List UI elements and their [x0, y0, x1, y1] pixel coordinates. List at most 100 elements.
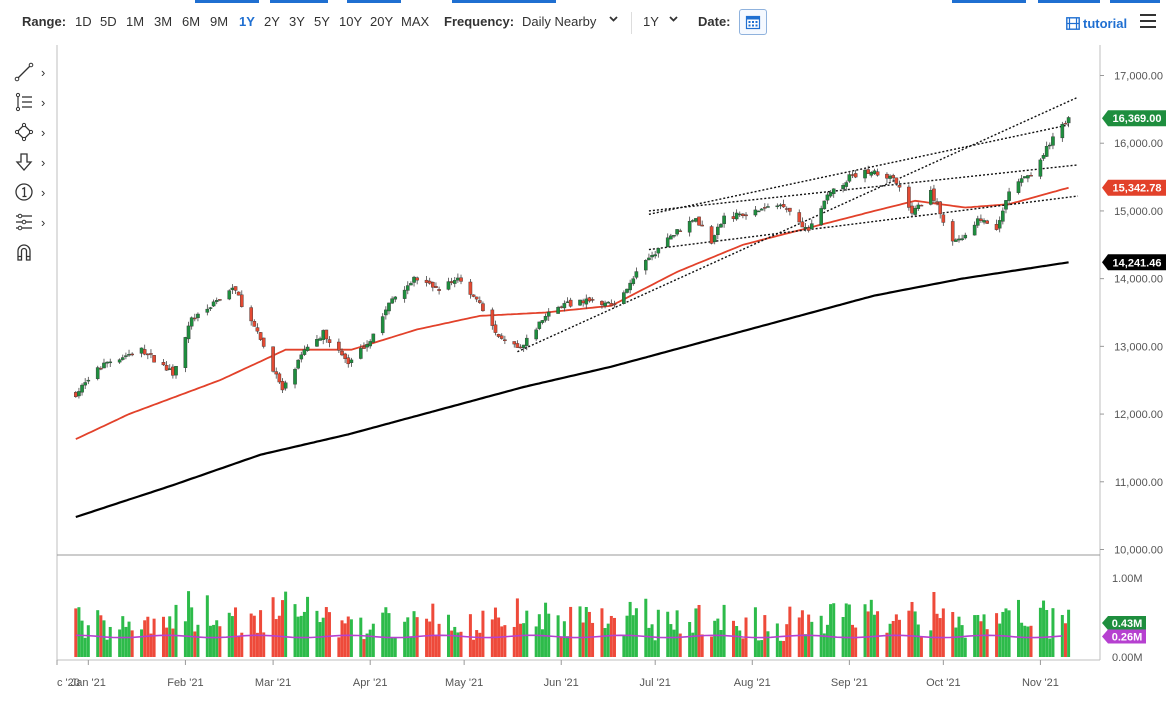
candle-body: [280, 381, 285, 391]
candle-body: [468, 281, 473, 295]
calendar-button[interactable]: [739, 9, 767, 35]
volume-bar: [716, 618, 720, 657]
indicator-tool[interactable]: ›: [14, 210, 54, 234]
candle-body: [540, 320, 545, 323]
candle-body: [512, 341, 517, 345]
volume-bar: [559, 637, 563, 657]
x-tick-label: Feb '21: [167, 677, 203, 689]
volume-bar: [644, 598, 648, 657]
candle-body: [891, 175, 896, 179]
trend-line: [648, 124, 1069, 215]
range-5y-button[interactable]: 5Y: [314, 14, 330, 29]
range-3y-button[interactable]: 3Y: [289, 14, 305, 29]
candle-body: [449, 281, 454, 283]
chevron-down-icon[interactable]: [608, 13, 619, 27]
volume-bar: [735, 626, 739, 657]
fibonacci-tool[interactable]: ›: [14, 90, 54, 114]
range-1m-button[interactable]: 1M: [126, 14, 145, 29]
candle-body: [456, 277, 460, 281]
range-1d-button[interactable]: 1D: [75, 14, 92, 29]
calendar-icon: [745, 15, 761, 30]
candle-body: [249, 307, 253, 322]
volume-bar: [763, 615, 767, 657]
candle-body: [700, 224, 704, 227]
candle-body: [628, 282, 632, 291]
date-label: Date:: [698, 14, 731, 29]
top-accent-strip: [195, 0, 259, 3]
volume-bar: [431, 603, 435, 657]
range-9m-button[interactable]: 9M: [210, 14, 229, 29]
candle-body: [164, 365, 169, 371]
tutorial-link[interactable]: tutorial: [1066, 16, 1127, 31]
candle-body: [108, 361, 113, 364]
period-select[interactable]: 1Y: [643, 14, 659, 29]
volume-bar: [174, 604, 178, 657]
volume-bar: [1020, 622, 1024, 657]
volume-bar: [171, 628, 175, 657]
candle-body: [318, 338, 322, 341]
candle-body: [957, 238, 961, 241]
candle-body: [784, 208, 789, 210]
candle-body: [1004, 200, 1008, 210]
range-1y-button[interactable]: 1Y: [239, 14, 255, 29]
candle-body: [1007, 191, 1011, 201]
volume-bar: [193, 631, 197, 657]
volume-bar: [262, 632, 266, 657]
volume-bar: [578, 606, 582, 657]
candle-body: [146, 353, 150, 356]
volume-label-text: 0.26M: [1112, 631, 1143, 643]
volume-bar: [381, 612, 385, 657]
volume-bar: [628, 601, 632, 657]
candle-body: [910, 205, 914, 214]
range-6m-button[interactable]: 6M: [182, 14, 201, 29]
frequency-select[interactable]: Daily Nearby: [522, 14, 597, 29]
candle-body: [712, 235, 717, 243]
range-10y-button[interactable]: 10Y: [339, 14, 363, 29]
candle-body: [690, 220, 695, 222]
candle-body: [1019, 178, 1024, 183]
candle-body: [337, 341, 341, 351]
candle-body: [907, 186, 911, 208]
volume-bar: [434, 634, 438, 657]
hamburger-menu-icon[interactable]: [1140, 14, 1156, 28]
volume-bar: [544, 602, 548, 657]
arrow-tool[interactable]: ›: [14, 150, 54, 174]
candle-body: [919, 204, 924, 207]
range-2y-button[interactable]: 2Y: [264, 14, 280, 29]
candle-body: [975, 218, 980, 226]
magnet-tool[interactable]: [14, 240, 54, 264]
price-label-badge: [1102, 110, 1166, 127]
candle-body: [117, 359, 122, 363]
volume-bar: [1042, 600, 1046, 657]
volume-bar: [656, 609, 660, 657]
volume-bar: [540, 629, 544, 657]
candle-body: [481, 303, 485, 312]
shapes-tool[interactable]: ›: [14, 120, 54, 144]
range-max-button[interactable]: MAX: [401, 14, 430, 29]
volume-bar: [143, 620, 147, 657]
top-accent-strip: [270, 0, 328, 3]
volume-bar: [797, 617, 801, 657]
volume-bar: [844, 603, 848, 657]
volume-bar: [919, 636, 923, 657]
trendline-tool[interactable]: ›: [14, 60, 54, 84]
candle-body: [415, 277, 419, 281]
candle-body: [283, 382, 288, 389]
annotation-tool[interactable]: ›: [14, 180, 54, 204]
volume-bar: [522, 623, 526, 657]
chevron-down-icon[interactable]: [668, 13, 679, 27]
volume-bar: [227, 612, 231, 657]
candle-body: [665, 237, 670, 248]
volume-bar: [775, 623, 779, 657]
candle-body: [305, 346, 310, 351]
price-tick-label: 15,000.00: [1114, 206, 1163, 218]
range-3m-button[interactable]: 3M: [154, 14, 173, 29]
candle-body: [127, 354, 131, 356]
volume-bar: [409, 636, 413, 657]
range-20y-button[interactable]: 20Y: [370, 14, 394, 29]
range-5d-button[interactable]: 5D: [100, 14, 117, 29]
volume-bar: [1004, 608, 1008, 657]
candle-body: [650, 255, 654, 258]
long-moving-average-line: [75, 261, 1069, 519]
